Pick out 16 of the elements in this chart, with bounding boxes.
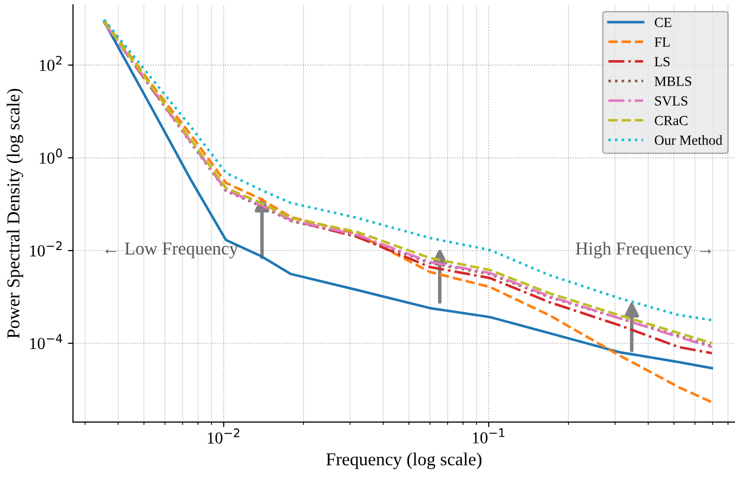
legend-label: MBLS: [654, 76, 692, 86]
legend-label: CRaC: [654, 116, 688, 126]
y-tick-label: 10$^{0}$: [40, 148, 62, 164]
y-tick-label: 10$^{−4}$: [30, 334, 62, 350]
y-tick-label: 10$^{2}$: [40, 56, 62, 72]
annotation: ← Low Frequency: [105, 242, 238, 258]
legend-label: LS: [654, 57, 670, 66]
annotation: High Frequency →: [576, 242, 711, 258]
x-tick-label: 10$^{−1}$: [472, 428, 504, 444]
y-axis-title: Power Spectral Density (log scale): [6, 88, 24, 338]
legend-label: SVLS: [655, 96, 688, 106]
legend-label: Our Method: [654, 135, 722, 145]
legend-label: CE: [654, 18, 672, 28]
y-tick-label: 10$^{−2}$: [30, 241, 62, 256]
x-axis-title: Frequency (log scale): [326, 452, 482, 470]
legend-label: FL: [654, 38, 670, 47]
